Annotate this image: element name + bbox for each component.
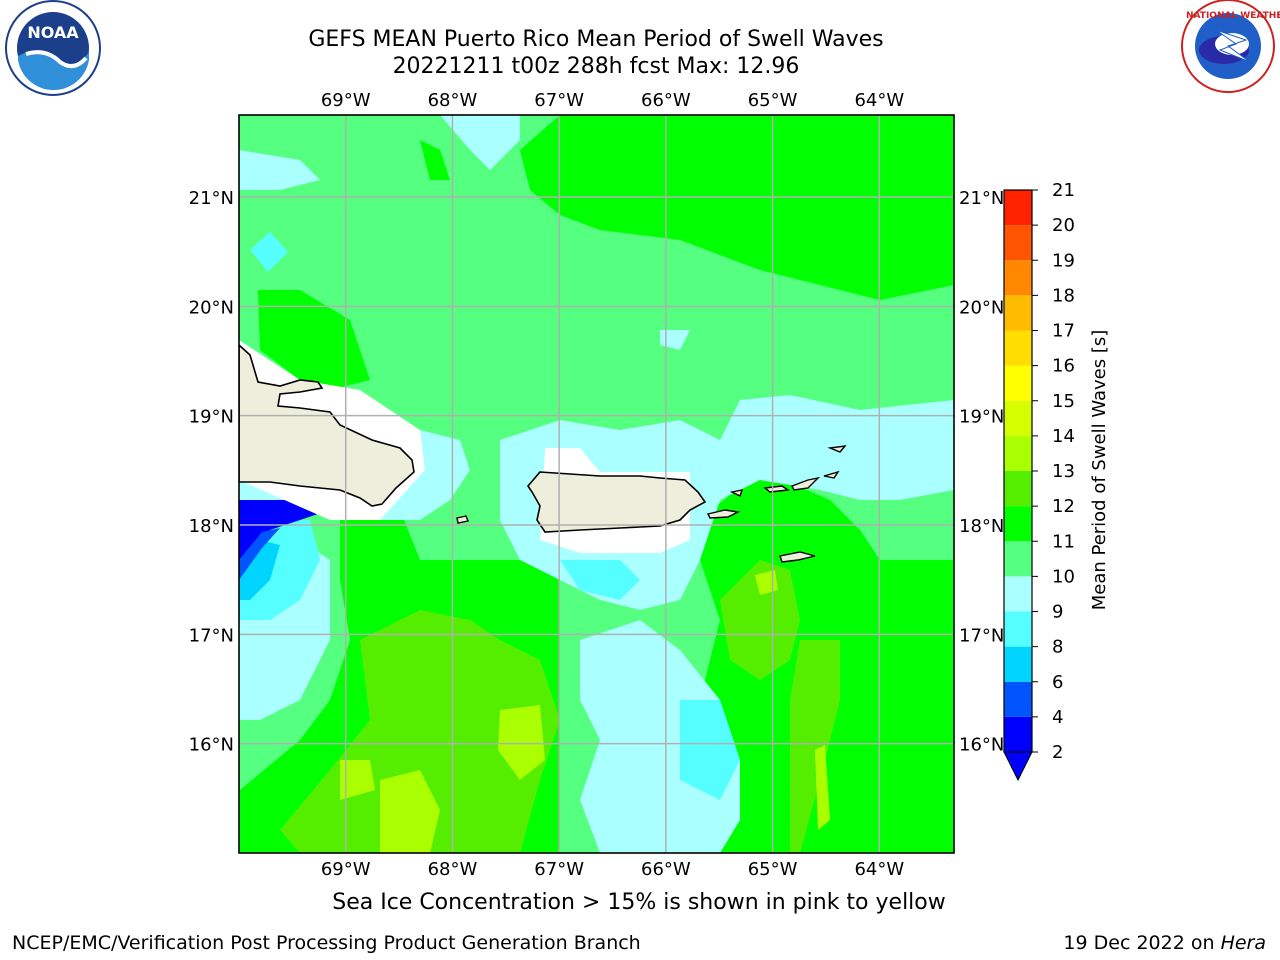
colorbar-segment (1004, 435, 1032, 471)
colorbar-segment (1004, 576, 1032, 612)
lon-label-top: 69°W (321, 90, 371, 111)
colorbar-tick-label: 6 (1052, 672, 1063, 693)
colorbar-segment (1004, 611, 1032, 647)
lat-label-right: 16°N (959, 735, 1004, 756)
lat-label-right: 18°N (959, 516, 1004, 537)
colorbar-tick-label: 9 (1052, 602, 1063, 623)
colorbar-segment (1004, 225, 1032, 261)
lon-label-top: 64°W (854, 90, 904, 111)
colorbar-tick-label: 18 (1052, 285, 1075, 306)
nws-logo-ring-text: NATIONAL WEATHER SERVICE (1186, 11, 1280, 21)
lon-label-bottom: 69°W (321, 859, 371, 880)
footer-date-text: 19 Dec 2022 on (1063, 932, 1215, 954)
chart-title: GEFS MEAN Puerto Rico Mean Period of Swe… (308, 27, 884, 52)
colorbar-label: Mean Period of Swell Waves [s] (1089, 330, 1110, 611)
lat-label-left: 16°N (189, 735, 234, 756)
lat-label-right: 21°N (959, 188, 1004, 209)
noaa-logo-text: NOAA (27, 23, 79, 42)
map-frame (238, 114, 955, 854)
lon-label-top: 68°W (428, 90, 478, 111)
lat-label-left: 17°N (189, 625, 234, 646)
lat-label-left: 21°N (189, 188, 234, 209)
lat-label-left: 19°N (189, 407, 234, 428)
lat-label-right: 20°N (959, 297, 1004, 318)
footer-branch: NCEP/EMC/Verification Post Processing Pr… (12, 932, 641, 954)
noaa-logo: NOAA (5, 0, 101, 96)
colorbar-tick-label: 21 (1052, 180, 1075, 201)
colorbar-tick-label: 15 (1052, 391, 1075, 412)
colorbar-segment (1004, 330, 1032, 366)
footer-date: 19 Dec 2022 on Hera (1063, 932, 1266, 954)
latitude-labels-left: 21°N 20°N 19°N 18°N 17°N 16°N (189, 188, 234, 756)
colorbar-tick-label: 11 (1052, 531, 1075, 552)
lon-label-top: 67°W (534, 90, 584, 111)
colorbar-under-arrow (1003, 751, 1033, 782)
lat-label-left: 20°N (189, 297, 234, 318)
colorbar-tick-label: 12 (1052, 496, 1075, 517)
colorbar-segment (1004, 190, 1032, 226)
lat-label-right: 17°N (959, 625, 1004, 646)
footer-machine: Hera (1220, 932, 1266, 954)
colorbar-tick-label: 14 (1052, 426, 1075, 447)
latitude-labels-right: 21°N 20°N 19°N 18°N 17°N 16°N (959, 188, 1004, 756)
colorbar-tick-label: 2 (1052, 742, 1063, 763)
colorbar-tick-label: 8 (1052, 637, 1063, 658)
lon-label-bottom: 64°W (854, 859, 904, 880)
colorbar-segment (1004, 295, 1032, 331)
nws-logo: NATIONAL WEATHER SERVICE (1181, 0, 1280, 93)
colorbar-segment (1004, 400, 1032, 436)
colorbar-tick-label: 20 (1052, 215, 1075, 236)
swell-period-field (239, 115, 954, 853)
lon-label-bottom: 66°W (641, 859, 691, 880)
sea-ice-note: Sea Ice Concentration > 15% is shown in … (332, 890, 946, 915)
colorbar-tick-label: 17 (1052, 321, 1075, 342)
colorbar-segment (1004, 541, 1032, 577)
chart-subtitle-run-info: 20221211 t00z 288h fcst Max: 12.96 (392, 54, 800, 79)
colorbar-tick-label: 4 (1052, 707, 1063, 728)
colorbar-tick-label: 13 (1052, 461, 1075, 482)
colorbar-tick-label: 10 (1052, 566, 1075, 587)
longitude-labels-bottom: 69°W 68°W 67°W 66°W 65°W 64°W (321, 859, 904, 880)
colorbar-segment (1004, 365, 1032, 401)
lon-label-top: 65°W (748, 90, 798, 111)
colorbar-segment (1004, 681, 1032, 717)
lon-label-top: 66°W (641, 90, 691, 111)
lon-label-bottom: 67°W (534, 859, 584, 880)
lon-label-bottom: 65°W (748, 859, 798, 880)
lat-label-left: 18°N (189, 516, 234, 537)
lat-label-right: 19°N (959, 407, 1004, 428)
colorbar-segment (1004, 506, 1032, 542)
colorbar: 2 4 6 8 9 10 11 12 13 14 15 16 17 18 19 20 21 (1003, 180, 1075, 782)
colorbar-segment (1004, 646, 1032, 682)
colorbar-segment (1004, 260, 1032, 296)
lon-label-bottom: 68°W (428, 859, 478, 880)
longitude-labels-top: 69°W 68°W 67°W 66°W 65°W 64°W (321, 90, 904, 111)
colorbar-tick-label: 19 (1052, 250, 1075, 271)
colorbar-segment (1004, 716, 1032, 752)
colorbar-tick-label: 16 (1052, 356, 1075, 377)
colorbar-segment (1004, 471, 1032, 507)
